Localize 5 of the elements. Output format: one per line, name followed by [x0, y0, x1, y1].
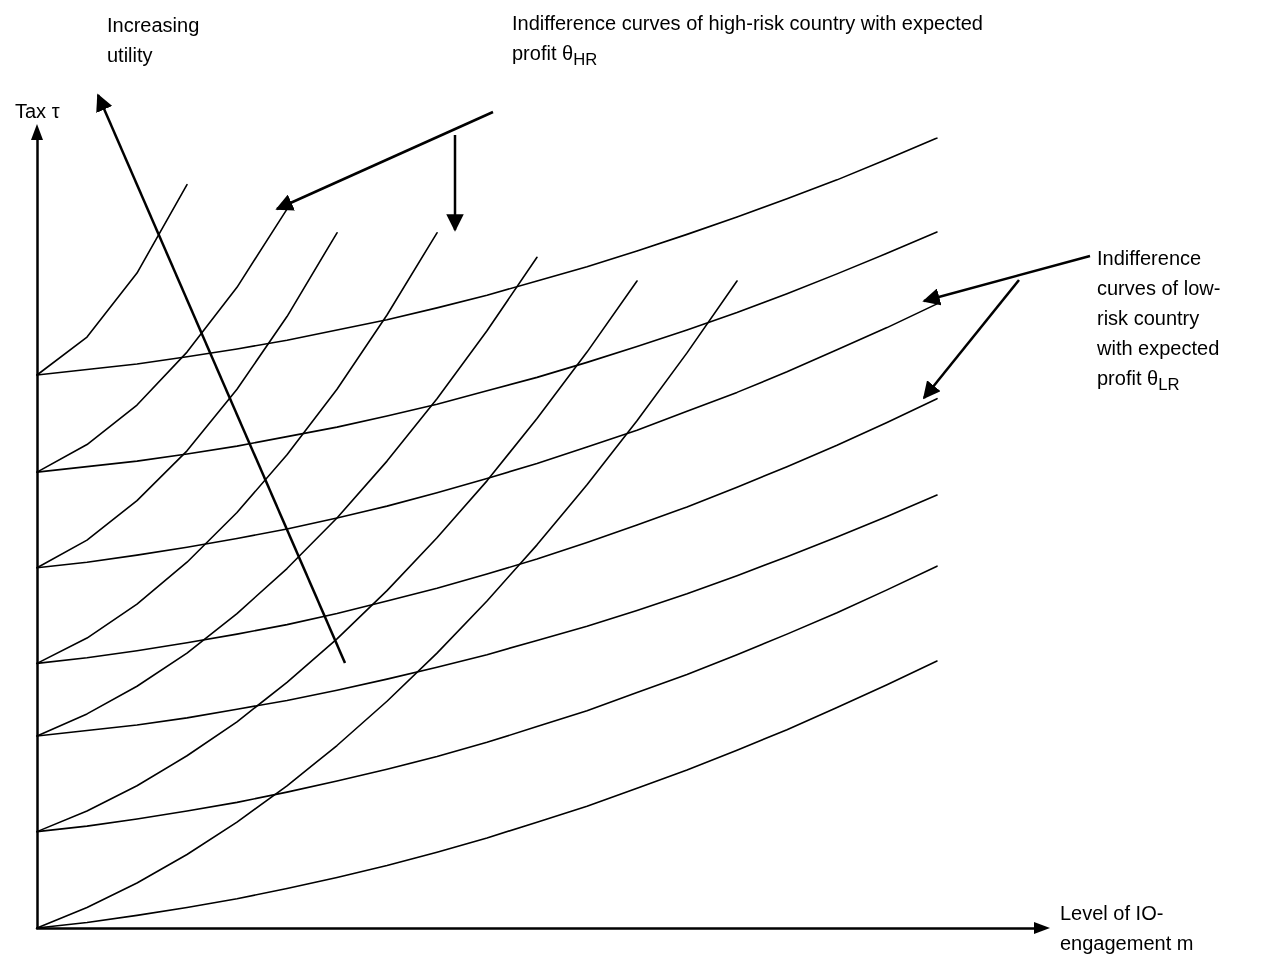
y-axis-title: Tax τ	[15, 99, 60, 124]
text: Indifference curves of low-risk country with expected profit θ$_{LR}$	[1097, 246, 1222, 396]
x-axis-title: Level of IO-engagement m	[1060, 901, 1195, 956]
text: Indifference curves of high-risk country with expected profit θ$_{HR}$	[512, 11, 984, 71]
text: Increasing utility	[107, 13, 201, 68]
